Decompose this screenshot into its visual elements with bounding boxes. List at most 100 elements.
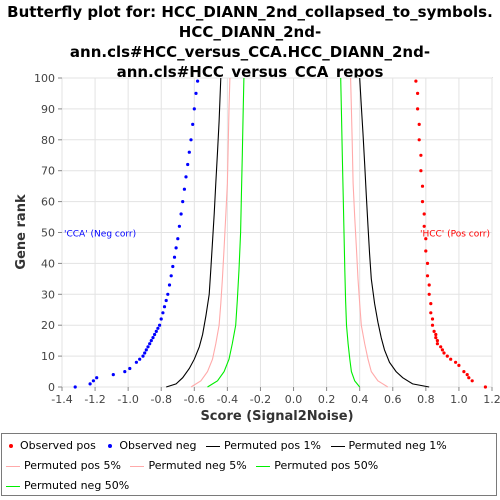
series-observed-pos-point: [432, 329, 436, 333]
series-observed-neg-point: [191, 122, 195, 126]
series-observed-neg-point: [128, 366, 132, 371]
y-tick-label: 50: [41, 227, 55, 240]
series-observed-neg-point: [166, 292, 170, 296]
annotation-label: 'HCC' (Pos corr): [420, 230, 490, 240]
x-tick-label: 1.0: [450, 393, 468, 406]
title-line-2: HCC_DIANN_2nd-ann.cls#HCC_versus_CCA.HCC…: [69, 23, 431, 61]
series-observed-neg-point: [194, 91, 198, 95]
series-observed-neg-point: [159, 317, 163, 321]
series-observed-pos-point: [429, 311, 433, 315]
series-observed-neg-point: [134, 360, 138, 364]
x-tick-label: -0.8: [150, 393, 171, 406]
series-observed-neg-point: [91, 379, 95, 383]
series-observed-pos-point: [419, 153, 423, 157]
series-observed-pos-point: [435, 339, 439, 343]
legend-swatch: [6, 465, 20, 467]
series-observed-pos-point: [427, 292, 431, 296]
title-line-3: ann.cls#HCC_versus_CCA_repos: [116, 63, 384, 81]
series-observed-neg-point: [196, 79, 200, 83]
series-observed-neg-point: [138, 357, 142, 361]
series-observed-pos-point: [442, 351, 446, 355]
series-observed-pos-point: [435, 342, 439, 346]
series-observed-pos-point: [430, 323, 435, 327]
series-observed-pos-point: [457, 363, 461, 367]
legend-swatch: [108, 444, 113, 448]
grid-lines: [61, 77, 493, 388]
legend-item-permuted-pos-50: Permuted pos 50%: [256, 459, 378, 472]
x-tick-label: 0.0: [285, 393, 303, 406]
legend-row-3: Permuted neg 50%: [6, 479, 135, 492]
y-tick-label: 0: [48, 381, 55, 394]
legend-label: Permuted neg 5%: [148, 459, 247, 472]
y-tick-label: 20: [41, 319, 55, 332]
series-observed-neg-point: [161, 311, 165, 315]
legend-swatch: [330, 445, 345, 447]
legend-swatch: [9, 444, 13, 448]
series-observed-neg-point: [123, 370, 127, 374]
y-tick-label: 40: [41, 257, 55, 270]
series-observed-neg-point: [187, 150, 191, 154]
x-tick-label: -0.4: [217, 393, 238, 406]
legend-item-permuted-neg-50: Permuted neg 50%: [6, 479, 129, 492]
series-observed-neg-point: [176, 237, 180, 241]
legend-label: Permuted pos 5%: [24, 459, 121, 472]
series-observed-pos-point: [420, 184, 425, 188]
x-tick-label: 0.8: [417, 393, 435, 406]
series-observed-pos-point: [424, 237, 428, 241]
series-layer: 'CCA' (Neg corr) 'HCC' (Pos corr): [64, 77, 490, 389]
y-tick-label: 60: [41, 196, 55, 209]
x-tick-label: -1.4: [51, 393, 72, 406]
series-observed-pos-point: [416, 91, 420, 95]
series-observed-pos-point: [439, 345, 443, 349]
series-observed-pos-point: [440, 348, 444, 352]
series-observed-pos-point: [445, 354, 449, 358]
legend-swatch: [206, 445, 221, 447]
legend-label: Permuted neg 1%: [348, 439, 447, 452]
legend-label: Permuted pos 1%: [224, 439, 321, 452]
title-line-1: Butterfly plot for: HCC_DIANN_2nd_collap…: [7, 3, 493, 21]
series-observed-neg-point: [171, 264, 175, 269]
series-observed-neg-point: [95, 376, 99, 380]
legend-swatch: [130, 465, 145, 467]
x-tick-label: 1.2: [483, 393, 500, 406]
legend-item-permuted-pos-5: Permuted pos 5%: [6, 459, 121, 472]
x-tick-label: 0.4: [351, 393, 369, 406]
series-observed-neg-point: [189, 138, 193, 142]
legend-swatch: [6, 485, 20, 487]
series-observed-pos-point: [427, 283, 431, 287]
series-observed-neg-point: [182, 187, 186, 191]
series-observed-pos-point: [434, 336, 438, 340]
series-observed-neg-point: [179, 212, 183, 216]
x-tick-label: -1.0: [117, 393, 138, 406]
series-observed-pos-point: [467, 376, 471, 380]
series-observed-pos-point: [416, 107, 420, 111]
series-observed-neg-point: [153, 332, 157, 337]
y-tick-label: 100: [34, 72, 55, 85]
butterfly-plot: 'CCA' (Neg corr) 'HCC' (Pos corr) -1.4 -1.…: [14, 72, 500, 424]
series-permuted-pos-50-line: [340, 77, 361, 388]
legend-row-1: Observed pos Observed neg Permuted pos 1…: [6, 439, 453, 452]
axes: -1.4 -1.2 -1.0 -0.8 -0.6 -0.4 -0.2 0.0 0.2 0.4 0.6…: [34, 72, 500, 406]
series-observed-neg-point: [149, 339, 153, 343]
annotation-label: 'CCA' (Neg corr): [64, 230, 136, 240]
legend-item-observed-neg: Observed neg: [105, 439, 197, 452]
y-tick-label: 10: [41, 350, 55, 363]
legend-item-permuted-pos-1: Permuted pos 1%: [206, 439, 321, 452]
legend-row-2: Permuted pos 5% Permuted neg 5% Permuted…: [6, 459, 384, 472]
series-observed-pos-point: [417, 122, 421, 126]
y-tick-label: 90: [41, 103, 55, 116]
series-observed-pos-point: [419, 169, 423, 173]
series-permuted-neg-5-line: [190, 77, 231, 388]
series-observed-neg-point: [148, 342, 152, 346]
series-permuted-neg-1-line: [166, 77, 222, 388]
x-tick-label: -0.6: [184, 393, 205, 406]
series-observed-neg-point: [146, 345, 150, 349]
series-observed-pos-point: [430, 317, 435, 321]
series-permuted-pos-1-line: [359, 77, 430, 388]
series-observed-pos-point: [429, 302, 433, 306]
series-observed-neg-point: [154, 329, 158, 333]
y-tick-label: 30: [41, 288, 55, 301]
legend-item-permuted-neg-5: Permuted neg 5%: [130, 459, 247, 472]
legend-swatch: [256, 465, 271, 467]
series-observed-neg-point: [181, 200, 185, 204]
